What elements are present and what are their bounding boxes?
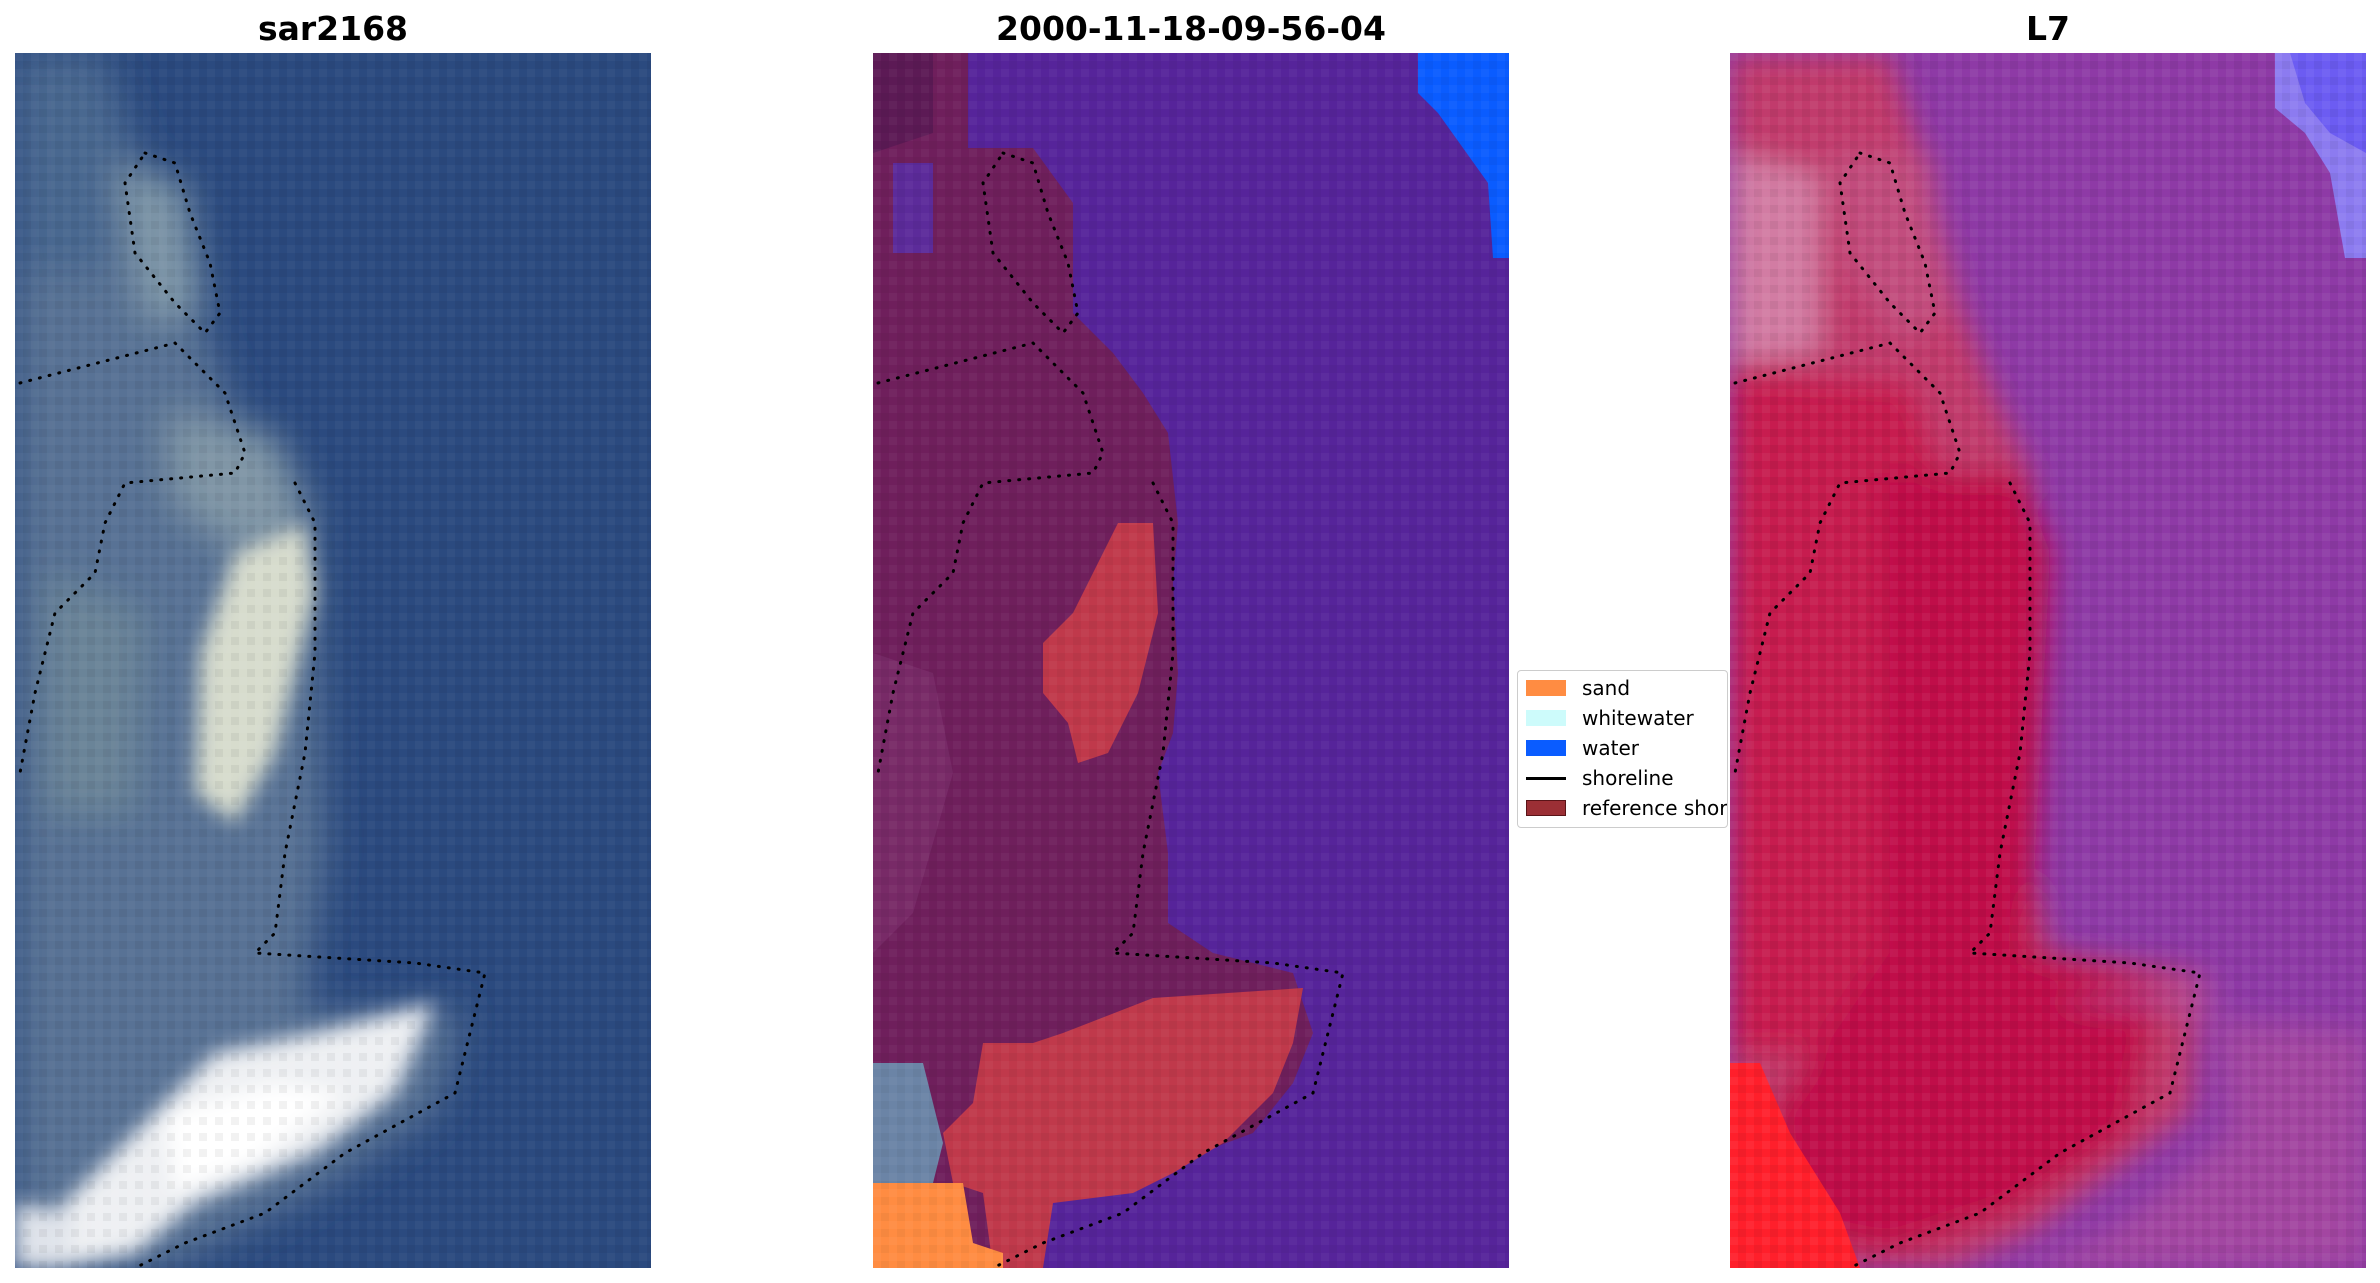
legend-label-water: water [1582,736,1639,760]
legend-label-reference-shoreline: reference shoreline [1582,796,1727,820]
panel-title-rgb: sar2168 [257,9,409,48]
legend-item-water: water [1526,733,1639,763]
legend-swatch-whitewater [1526,710,1566,726]
shoreline-dots-3 [1733,151,2202,1268]
legend-line-shoreline [1526,776,1566,780]
legend-item-shoreline: shoreline [1526,763,1674,793]
rgb-image-panel [15,53,651,1268]
legend-item-whitewater: whitewater [1526,703,1694,733]
legend-label-shoreline: shoreline [1582,766,1674,790]
panel-title-classified: 2000-11-18-09-56-04 [996,9,1386,48]
shoreline-dots-2 [876,151,1345,1268]
legend-swatch-sand [1526,680,1566,696]
legend: sand whitewater water shoreline referenc… [1517,670,1728,828]
legend-swatch-water [1526,740,1566,756]
panel-title-index: L7 [2026,9,2070,48]
index-image-panel [1730,53,2366,1268]
legend-item-reference-shoreline: reference shoreline [1526,793,1727,823]
legend-label-whitewater: whitewater [1582,706,1694,730]
legend-item-sand: sand [1526,673,1630,703]
legend-label-sand: sand [1582,676,1631,700]
legend-swatch-reference-shoreline [1526,800,1566,816]
shoreline-dots [18,151,487,1268]
classified-image-panel [873,53,1509,1268]
